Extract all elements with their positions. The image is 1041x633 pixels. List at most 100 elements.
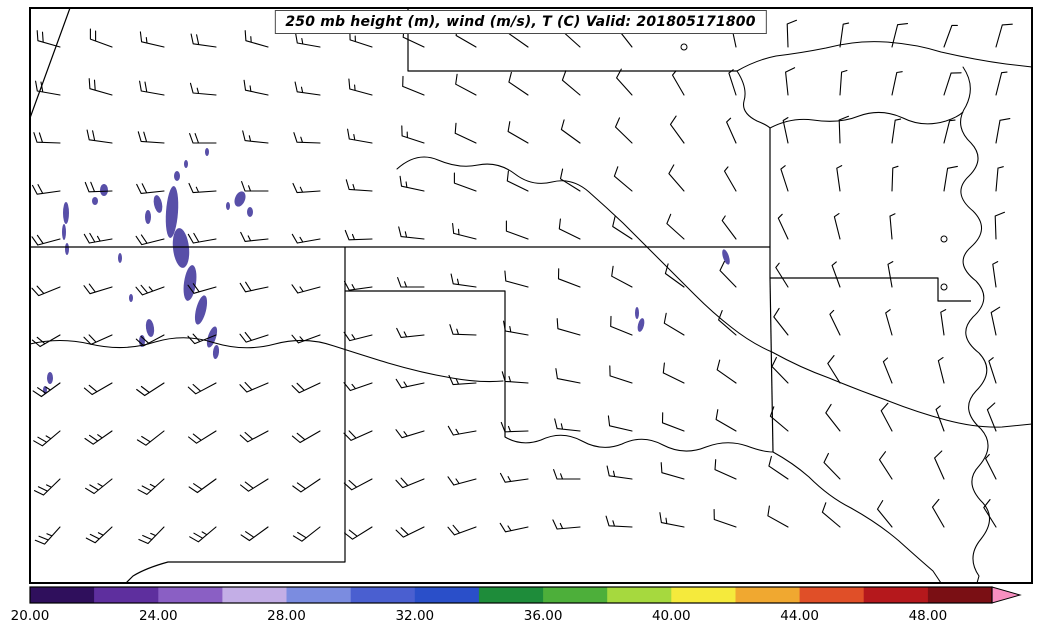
wind-barb	[786, 19, 798, 48]
wind-barb	[136, 183, 165, 194]
wind-barb	[343, 478, 373, 491]
wind-barb	[768, 455, 789, 480]
wind-barb	[239, 381, 269, 393]
wind-barb	[836, 165, 843, 192]
wind-barb	[499, 472, 529, 483]
wind-barb	[455, 73, 477, 96]
wind-barbs-layer	[31, 19, 1013, 545]
calm-wind-marker	[680, 43, 688, 51]
wind-barb	[294, 81, 321, 96]
wind-barb	[507, 121, 529, 144]
wind-barb	[136, 430, 165, 446]
precip-blob	[247, 207, 253, 217]
wind-barb	[891, 118, 902, 144]
wind-barb	[611, 265, 633, 288]
wind-barb	[343, 430, 373, 441]
wind-barb	[935, 405, 945, 432]
wind-barb	[499, 522, 529, 533]
missouri-river	[736, 70, 964, 129]
precip-blob	[234, 191, 246, 207]
wind-barb	[504, 270, 529, 288]
precip-blob	[100, 184, 108, 196]
wind-barb	[292, 182, 321, 194]
wind-barb	[344, 229, 373, 241]
wind-barb	[726, 117, 737, 144]
wind-barb	[891, 71, 903, 96]
wind-barb	[84, 430, 113, 445]
oklahoma-arkansas-border	[769, 277, 774, 453]
wind-barb	[662, 362, 685, 384]
wind-barb	[291, 430, 321, 444]
wind-barb	[291, 284, 321, 294]
wind-barb	[777, 213, 789, 240]
wind-barb	[343, 382, 373, 392]
wind-barb	[715, 409, 737, 432]
wind-barb	[33, 430, 61, 447]
wind-barb	[891, 23, 909, 48]
wind-barb	[983, 499, 997, 528]
wind-barb	[291, 382, 321, 394]
wind-barb	[34, 526, 61, 545]
wind-barb	[83, 232, 113, 244]
wind-barb	[556, 318, 581, 336]
colorbar-segment	[735, 587, 801, 603]
wind-barb	[188, 430, 217, 444]
wind-barb	[943, 165, 958, 192]
wind-barb	[671, 70, 685, 96]
mississippi-river	[960, 66, 991, 584]
wind-barb	[827, 355, 841, 384]
colorbar-segment	[799, 587, 865, 603]
wind-barb	[453, 172, 477, 192]
colorbar-segment	[863, 587, 929, 603]
precip-blob	[63, 202, 69, 224]
wind-barb	[32, 382, 61, 398]
map-frame	[29, 7, 1033, 584]
precip-blob	[129, 294, 133, 302]
wind-barb	[36, 30, 61, 48]
colorbar-tick-label: 48.00	[909, 608, 948, 624]
wind-barb	[767, 505, 789, 528]
precip-blob	[184, 160, 188, 168]
colorbar-segment	[30, 587, 95, 603]
wind-barb	[189, 526, 217, 543]
wind-barb	[934, 450, 945, 480]
colorbar-tick-label: 44.00	[780, 608, 819, 624]
wind-barb	[839, 22, 850, 48]
wind-barb	[610, 315, 633, 336]
wind-barb	[614, 117, 633, 144]
wind-barb	[986, 402, 997, 432]
wind-barb	[887, 261, 894, 288]
texas-newmexico-border	[125, 247, 346, 584]
wind-barb	[558, 218, 581, 240]
wind-barb	[139, 31, 165, 48]
wind-barb	[616, 68, 633, 96]
wind-barb	[401, 125, 425, 144]
wind-barb	[135, 334, 165, 347]
precip-blob	[47, 372, 53, 384]
colorbar-segment	[94, 587, 159, 603]
wind-barb	[190, 33, 217, 48]
wind-barb	[452, 222, 477, 240]
wind-barb	[240, 231, 269, 242]
precip-blob	[165, 186, 179, 238]
precip-blob	[635, 307, 639, 319]
wind-barb	[139, 80, 165, 96]
wind-barb	[501, 371, 529, 384]
precip-blob	[153, 195, 163, 213]
wind-barb	[880, 402, 893, 432]
wind-barb	[240, 478, 269, 492]
precip-blob	[174, 171, 180, 181]
arkansas-river	[396, 156, 1033, 428]
wind-barb	[89, 28, 113, 48]
wind-barb	[447, 476, 477, 486]
northern-boundary-river	[736, 41, 1033, 72]
wind-barb	[839, 69, 848, 96]
wind-barb	[995, 118, 1011, 144]
wind-barb	[718, 310, 737, 336]
wind-barb	[992, 261, 999, 288]
colorbar-segment	[607, 587, 672, 603]
wind-barb	[33, 478, 61, 496]
red-river	[504, 434, 942, 584]
wind-barb	[663, 312, 685, 336]
